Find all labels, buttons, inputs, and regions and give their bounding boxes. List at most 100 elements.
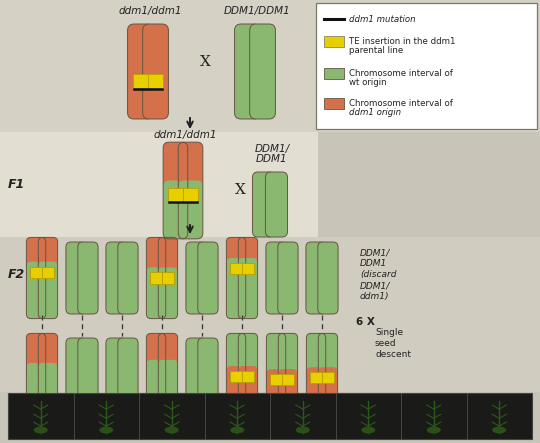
FancyBboxPatch shape [278, 369, 298, 404]
FancyBboxPatch shape [306, 334, 326, 386]
FancyBboxPatch shape [78, 338, 98, 400]
FancyBboxPatch shape [186, 338, 206, 400]
Text: wt origin: wt origin [349, 78, 387, 87]
Bar [148, 74, 163, 88]
FancyBboxPatch shape [234, 24, 260, 119]
FancyBboxPatch shape [26, 334, 46, 381]
FancyBboxPatch shape [143, 24, 168, 119]
FancyBboxPatch shape [118, 242, 138, 314]
FancyBboxPatch shape [318, 334, 338, 386]
Bar [324, 67, 344, 78]
FancyBboxPatch shape [186, 242, 206, 314]
Text: DDM1: DDM1 [256, 154, 288, 164]
Text: ddm1 mutation: ddm1 mutation [349, 15, 416, 24]
FancyBboxPatch shape [266, 242, 286, 314]
FancyBboxPatch shape [38, 334, 58, 381]
FancyBboxPatch shape [66, 338, 86, 400]
Bar [183, 188, 198, 202]
Bar [322, 372, 334, 383]
FancyBboxPatch shape [226, 258, 246, 319]
FancyBboxPatch shape [163, 142, 188, 204]
FancyBboxPatch shape [146, 268, 166, 319]
FancyBboxPatch shape [318, 367, 338, 404]
Bar [0, 0, 540, 132]
FancyBboxPatch shape [26, 237, 46, 280]
Ellipse shape [427, 427, 441, 434]
FancyBboxPatch shape [198, 242, 218, 314]
Bar [324, 97, 344, 109]
FancyBboxPatch shape [178, 142, 203, 204]
Text: Chromosome interval of: Chromosome interval of [349, 99, 453, 108]
Bar [230, 371, 242, 382]
Text: ddm1/ddm1: ddm1/ddm1 [118, 6, 182, 16]
Text: TE insertion in the ddm1: TE insertion in the ddm1 [349, 37, 456, 46]
FancyBboxPatch shape [38, 237, 58, 280]
Bar [230, 263, 242, 274]
Text: DDM1/: DDM1/ [254, 144, 289, 154]
FancyBboxPatch shape [78, 242, 98, 314]
FancyBboxPatch shape [226, 237, 246, 276]
Bar [270, 374, 282, 385]
FancyBboxPatch shape [178, 180, 203, 239]
FancyBboxPatch shape [238, 237, 258, 276]
FancyBboxPatch shape [106, 338, 126, 400]
FancyBboxPatch shape [163, 180, 188, 239]
FancyBboxPatch shape [158, 237, 178, 286]
FancyBboxPatch shape [38, 262, 58, 319]
Text: Single
seed
descent: Single seed descent [375, 328, 411, 359]
FancyBboxPatch shape [226, 366, 246, 404]
Bar [8, 393, 532, 439]
Bar [0, 237, 540, 392]
Bar [282, 374, 294, 385]
FancyBboxPatch shape [106, 242, 126, 314]
FancyBboxPatch shape [198, 338, 218, 400]
FancyBboxPatch shape [278, 242, 298, 314]
FancyBboxPatch shape [266, 334, 286, 388]
FancyBboxPatch shape [26, 363, 46, 404]
FancyBboxPatch shape [249, 24, 275, 119]
FancyBboxPatch shape [38, 363, 58, 404]
Text: Chromosome interval of: Chromosome interval of [349, 69, 453, 78]
Bar [42, 267, 54, 278]
Text: ddm1 origin: ddm1 origin [349, 108, 401, 117]
Bar [162, 272, 174, 284]
Bar [324, 35, 344, 47]
FancyBboxPatch shape [238, 334, 258, 385]
FancyBboxPatch shape [306, 242, 326, 314]
Bar [168, 188, 183, 202]
FancyBboxPatch shape [118, 338, 138, 400]
Bar [133, 74, 148, 88]
FancyBboxPatch shape [127, 24, 153, 119]
FancyBboxPatch shape [146, 334, 166, 378]
Bar [30, 267, 42, 278]
FancyBboxPatch shape [26, 262, 46, 319]
FancyBboxPatch shape [158, 334, 178, 378]
FancyBboxPatch shape [306, 367, 326, 404]
Ellipse shape [33, 427, 48, 434]
Text: DDM1/DDM1: DDM1/DDM1 [224, 6, 291, 16]
FancyBboxPatch shape [146, 360, 166, 404]
FancyBboxPatch shape [238, 366, 258, 404]
Bar [316, 3, 537, 129]
Ellipse shape [361, 427, 375, 434]
Bar [242, 263, 254, 274]
FancyBboxPatch shape [238, 258, 258, 319]
Bar [310, 372, 322, 383]
Bar [150, 272, 162, 284]
Bar [0, 132, 318, 237]
FancyBboxPatch shape [158, 360, 178, 404]
Bar [242, 371, 254, 382]
Text: X: X [234, 183, 246, 197]
Text: ddm1/ddm1: ddm1/ddm1 [153, 130, 217, 140]
FancyBboxPatch shape [266, 369, 286, 404]
Text: DDM1/
DDM1
(discard
DDM1/
ddm1): DDM1/ DDM1 (discard DDM1/ ddm1) [360, 248, 396, 301]
FancyBboxPatch shape [278, 334, 298, 388]
Ellipse shape [296, 427, 310, 434]
FancyBboxPatch shape [146, 237, 166, 286]
FancyBboxPatch shape [158, 268, 178, 319]
Text: 6 X: 6 X [356, 317, 375, 327]
FancyBboxPatch shape [226, 334, 246, 385]
Text: X: X [200, 55, 211, 69]
FancyBboxPatch shape [66, 242, 86, 314]
FancyBboxPatch shape [266, 172, 287, 237]
